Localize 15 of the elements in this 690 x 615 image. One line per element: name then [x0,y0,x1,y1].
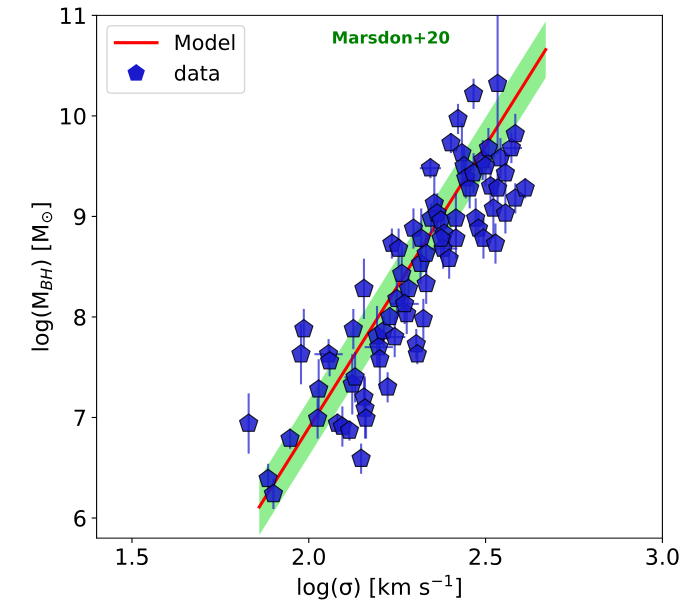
y-tick-label: 11 [61,8,85,24]
y-axis-title: log(M$_{BH}$) [M$_{⊙}$] [31,203,53,350]
x-tick-label: 1.5 [116,548,148,566]
y-tick-label: 10 [61,108,86,125]
annotation: Marsdon+20 [333,30,450,44]
y-tick-label: 8 [74,308,86,326]
y-tick-label: 7 [74,410,85,426]
x-tick-label: 2.5 [470,548,502,566]
y-tick-label: 6 [74,510,86,527]
x-axis-title: log(σ) [km s$^{−1}$] [298,574,461,600]
x-tick-label: 2.0 [292,548,325,566]
legend-label: data [174,64,219,81]
y-tick-label: 9 [74,208,86,226]
x-tick-label: 3.0 [646,548,679,566]
legend-label: Model [176,34,234,50]
